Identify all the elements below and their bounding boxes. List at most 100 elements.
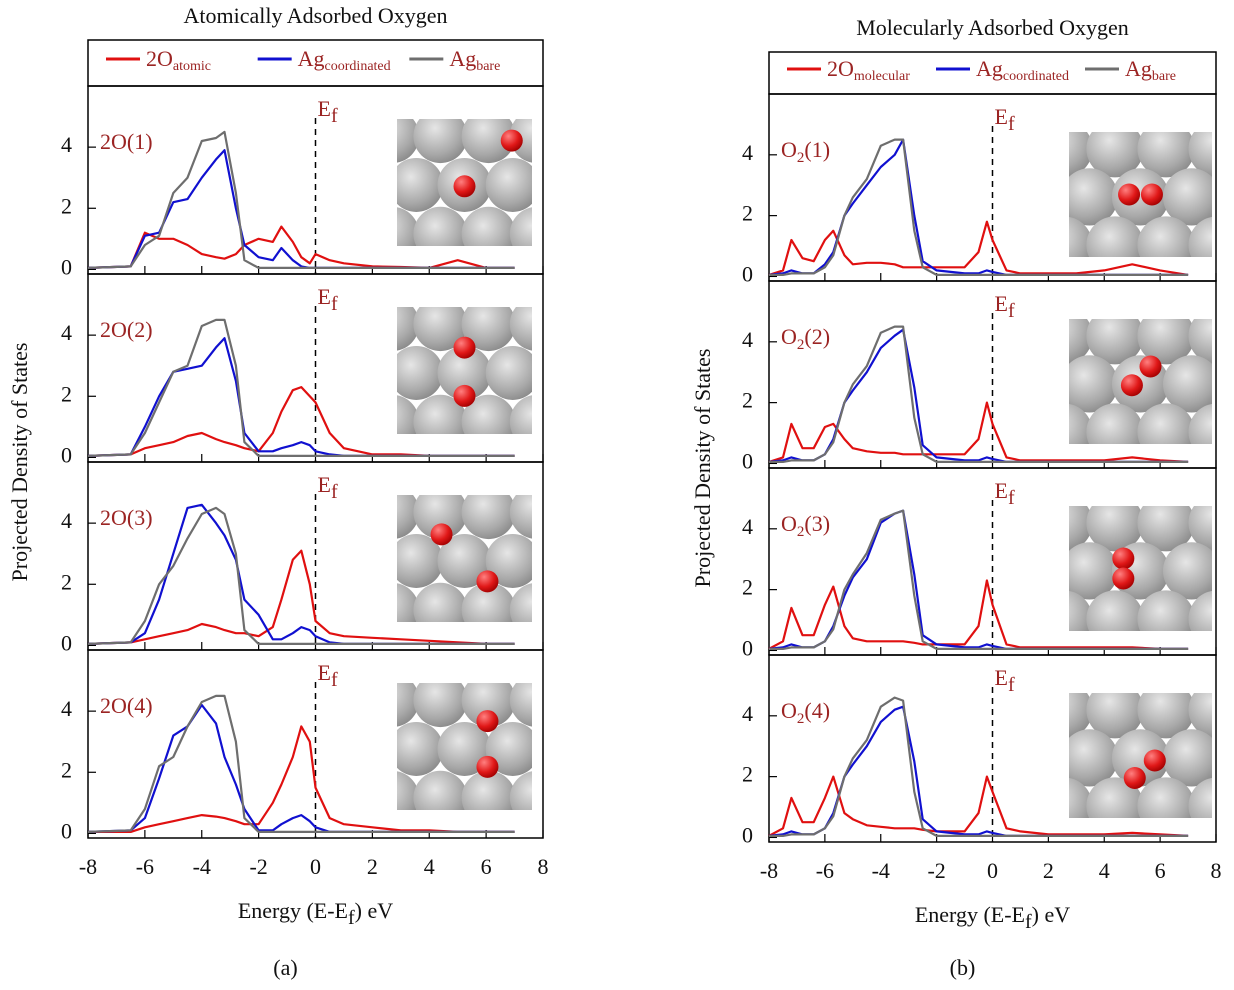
ag-atom <box>1137 216 1195 257</box>
o-atom <box>500 129 523 152</box>
legend-label: Agcoordinated <box>976 56 1069 84</box>
ag-atom <box>1112 633 1169 690</box>
x-tick-label: 6 <box>1155 858 1166 883</box>
ag-atom <box>1069 132 1093 177</box>
ag-atom <box>1010 446 1067 503</box>
ag-atom <box>582 722 636 776</box>
inset <box>397 248 612 449</box>
y-tick-label: 4 <box>61 132 72 157</box>
legend-label: 2Omolecular <box>827 56 910 84</box>
ag-atom <box>413 683 468 728</box>
fermi-label: Ef <box>318 284 338 315</box>
ag-atom <box>1214 542 1234 599</box>
fermi-label-part: f <box>331 105 338 127</box>
ag-atom <box>461 582 516 622</box>
ag-atom <box>509 395 532 434</box>
ag-atom <box>984 403 1041 460</box>
subplot-label-part: 2O(3) <box>100 505 153 530</box>
ag-atom <box>486 820 540 874</box>
ag-atom <box>558 395 612 449</box>
ag-atom <box>1137 403 1195 444</box>
y-tick-label: 0 <box>742 635 753 660</box>
ag-atom <box>558 583 612 637</box>
dos-line <box>87 549 515 645</box>
x-tick-label: -2 <box>927 858 945 883</box>
subplot-label: 2O(3) <box>100 505 153 530</box>
ag-atom <box>341 158 395 212</box>
ag-atom <box>413 119 468 164</box>
ag-atom <box>1214 168 1234 225</box>
x-tick-label: 8 <box>1211 858 1222 883</box>
ag-atom <box>1086 403 1144 444</box>
ag-atom <box>1086 590 1144 631</box>
ag-atom <box>1061 72 1118 129</box>
legend-label-part: bare <box>476 59 500 74</box>
ag-atom <box>486 248 540 302</box>
y-tick-label: 2 <box>61 757 72 782</box>
ag-atom <box>1162 168 1212 226</box>
ag-atom <box>1162 729 1212 787</box>
ag-atom <box>1010 542 1067 599</box>
x-tick-label: 6 <box>481 854 492 879</box>
ag-atom <box>509 207 532 246</box>
ag-atom <box>509 683 532 727</box>
dos-line <box>87 386 515 457</box>
ag-atom <box>534 60 588 114</box>
ag-atom <box>438 248 492 302</box>
ag-atom <box>558 297 612 351</box>
ag-atom <box>341 436 395 490</box>
fermi-label-part: E <box>995 291 1008 316</box>
x-axis-label-part: ) eV <box>355 898 394 923</box>
o-atom <box>476 570 499 593</box>
o-atom <box>1120 374 1143 397</box>
ag-atom <box>1137 590 1195 631</box>
ag-atom <box>558 673 612 727</box>
y-tick-label: 4 <box>742 327 753 352</box>
subplot-label: 2O(2) <box>100 317 153 342</box>
ag-atom <box>1112 446 1169 503</box>
ag-atom <box>509 495 532 539</box>
legend-label-part: atomic <box>173 59 211 74</box>
ag-atom <box>397 583 420 622</box>
ag-atom <box>1188 403 1212 444</box>
inset <box>397 624 636 874</box>
ag-atom <box>461 770 516 810</box>
ag-atom <box>1086 132 1144 178</box>
fermi-label-part: f <box>331 293 338 315</box>
dos-line <box>768 579 1189 650</box>
panel-title: Atomically Adsorbed Oxygen <box>184 3 448 28</box>
ag-atom <box>341 534 395 588</box>
o-atom <box>1112 547 1135 570</box>
y-tick-label: 2 <box>61 569 72 594</box>
ag-atom <box>534 722 588 776</box>
ag-atom <box>1214 259 1234 316</box>
ag-atom <box>582 624 636 678</box>
ag-atom <box>438 624 492 678</box>
y-tick-label: 4 <box>742 701 753 726</box>
o-atom <box>1143 749 1166 772</box>
ag-atom <box>1163 633 1220 690</box>
x-tick-label: 2 <box>367 854 378 879</box>
x-axis-label-part: f <box>1025 911 1032 933</box>
ag-atom <box>1069 693 1093 738</box>
y-axis-label: Projected Density of States <box>7 343 32 582</box>
ag-atom <box>397 533 444 588</box>
ag-atom <box>1162 355 1212 413</box>
ag-atom <box>437 345 492 400</box>
ag-atom <box>461 206 516 246</box>
dos-line <box>87 318 515 457</box>
subplot-label: 2O(1) <box>100 129 153 154</box>
ag-atom <box>534 624 588 678</box>
fermi-label-part: f <box>1008 487 1015 509</box>
ag-atom <box>397 157 444 212</box>
ag-atom <box>1069 590 1093 631</box>
o-atom <box>1140 183 1163 206</box>
subplot-label-part: 2 <box>797 711 805 727</box>
ag-atom <box>389 60 443 114</box>
x-axis-label: Energy (E-Ef) eV <box>238 898 393 929</box>
ag-atom <box>558 771 612 825</box>
subplot-label-part: 2 <box>797 150 805 166</box>
subplot-label-part: 2 <box>797 524 805 540</box>
ag-atom <box>1061 446 1118 503</box>
x-tick-label: 8 <box>538 854 549 879</box>
